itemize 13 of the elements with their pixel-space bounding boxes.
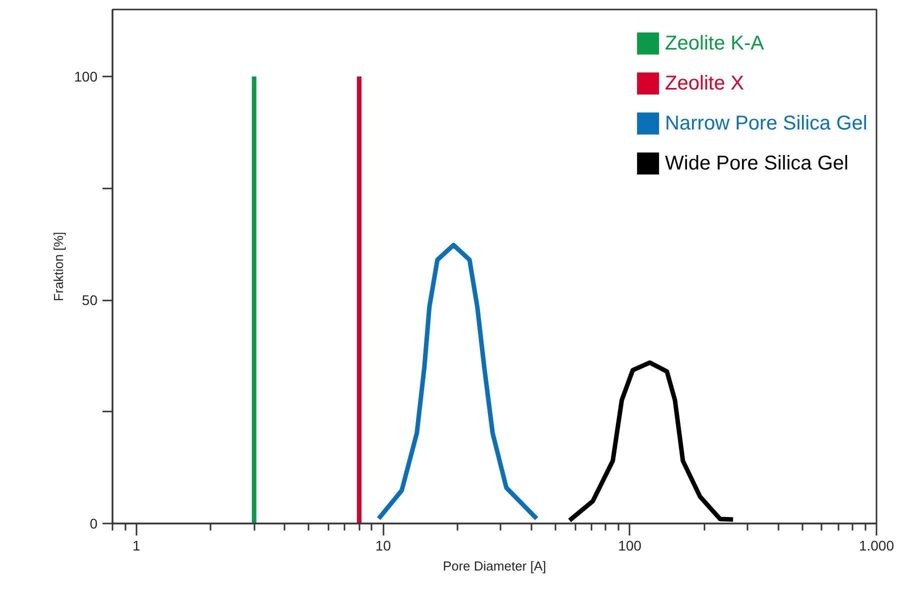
y-tick-label: 0 <box>90 516 98 532</box>
x-axis-title: Pore Diameter [A] <box>442 558 546 574</box>
x-tick-label: 1.000 <box>858 538 894 554</box>
y-tick-label: 100 <box>74 68 98 85</box>
legend-label: Wide Pore Silica Gel <box>665 152 848 174</box>
legend-label: Zeolite K-A <box>665 32 765 54</box>
legend-label: Zeolite X <box>665 72 744 94</box>
x-tick-label: 100 <box>618 538 642 554</box>
legend-label: Narrow Pore Silica Gel <box>665 112 868 134</box>
x-tick-label: 10 <box>375 538 392 554</box>
y-tick-label: 50 <box>82 292 98 308</box>
x-tick-label: 1 <box>132 538 141 554</box>
y-axis-title: Fraktion [%] <box>51 232 66 302</box>
